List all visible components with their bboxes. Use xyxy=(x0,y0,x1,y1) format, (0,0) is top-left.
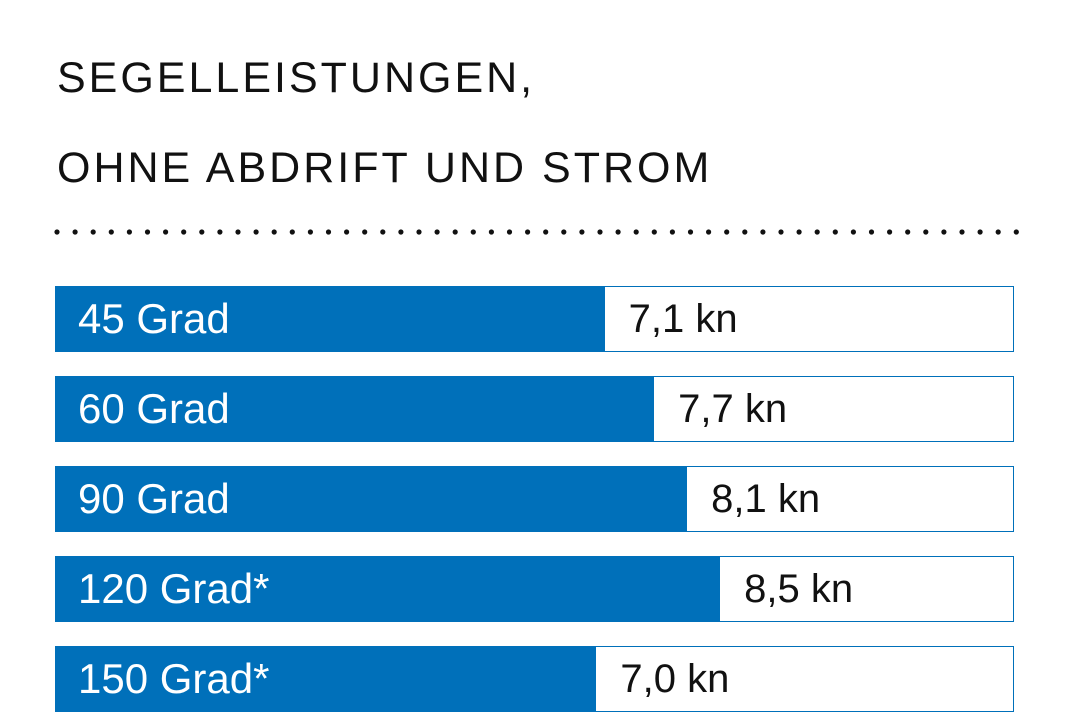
value-label: 8,1 kn xyxy=(711,477,821,521)
divider-dot xyxy=(959,229,965,235)
bar xyxy=(56,467,688,531)
divider-dot xyxy=(235,229,241,235)
bar xyxy=(56,557,721,621)
divider-dot xyxy=(561,229,567,235)
divider-dot xyxy=(868,229,875,235)
divider-dot xyxy=(941,229,947,235)
bar xyxy=(56,647,597,711)
divider-dot xyxy=(760,229,766,235)
divider-dot xyxy=(633,229,639,235)
divider-dot xyxy=(380,229,386,235)
divider-dot xyxy=(398,229,404,235)
divider-dot xyxy=(850,229,857,235)
value-label: 8,5 kn xyxy=(744,567,854,611)
bar xyxy=(56,377,655,441)
divider-dot xyxy=(126,229,132,235)
divider-dot xyxy=(977,229,983,235)
divider-dot xyxy=(506,229,513,235)
divider-dot xyxy=(108,229,114,235)
divider-dot xyxy=(706,229,712,235)
divider-dot xyxy=(144,229,151,235)
divider-dot xyxy=(163,229,169,235)
divider-dot xyxy=(923,229,929,235)
divider-dot xyxy=(525,229,531,235)
bar-row: 45 Grad 7,1 kn xyxy=(55,286,1014,352)
divider-dot xyxy=(597,229,603,235)
divider-dot xyxy=(651,229,657,235)
divider-dot xyxy=(742,229,748,235)
bar-row: 60 Grad 7,7 kn xyxy=(55,376,1014,442)
divider-dot xyxy=(362,229,368,235)
category-label: 150 Grad* xyxy=(78,655,270,702)
divider-dot xyxy=(543,229,549,235)
divider-dot xyxy=(72,229,78,235)
divider-dot xyxy=(887,229,893,235)
bar-row: 150 Grad* 7,0 kn xyxy=(55,646,1014,712)
divider-dot xyxy=(307,229,313,235)
divider-dot xyxy=(289,229,295,235)
divider-dot xyxy=(995,229,1001,235)
divider-dot xyxy=(470,229,476,235)
category-label: 120 Grad* xyxy=(78,565,270,612)
divider-dot xyxy=(253,229,259,235)
divider-dot xyxy=(814,229,820,235)
divider-dot xyxy=(271,229,277,235)
value-label: 7,7 kn xyxy=(678,387,788,431)
value-label: 7,0 kn xyxy=(620,657,730,701)
divider-dot xyxy=(54,229,60,235)
divider-dot xyxy=(615,229,621,235)
dotted-divider xyxy=(54,229,1019,235)
divider-dot xyxy=(217,229,223,235)
divider-dot xyxy=(687,229,694,235)
chart-title-line-2: OHNE ABDRIFT UND STROM xyxy=(57,144,713,192)
divider-dot xyxy=(832,229,838,235)
divider-dot xyxy=(325,229,332,235)
divider-dot xyxy=(90,229,96,235)
divider-dot xyxy=(796,229,802,235)
divider-dot xyxy=(905,229,911,235)
divider-dot xyxy=(181,229,187,235)
divider-dot xyxy=(778,229,784,235)
value-label: 7,1 kn xyxy=(628,297,738,341)
divider-dot xyxy=(669,229,676,235)
divider-dot xyxy=(724,229,730,235)
bar-row: 90 Grad 8,1 kn xyxy=(55,466,1014,532)
category-label: 90 Grad xyxy=(78,475,230,522)
chart-title-line-1: SEGELLEISTUNGEN, xyxy=(57,54,536,102)
bar xyxy=(56,287,605,351)
divider-dot xyxy=(488,229,494,235)
bar-row: 120 Grad* 8,5 kn xyxy=(55,556,1014,622)
divider-dot xyxy=(452,229,458,235)
divider-dot xyxy=(579,229,585,235)
divider-dot xyxy=(416,229,422,235)
divider-dot xyxy=(199,229,205,235)
category-label: 60 Grad xyxy=(78,385,230,432)
divider-dot xyxy=(344,229,350,235)
divider-dot xyxy=(434,229,440,235)
category-label: 45 Grad xyxy=(78,295,230,342)
divider-dot xyxy=(1013,229,1019,235)
